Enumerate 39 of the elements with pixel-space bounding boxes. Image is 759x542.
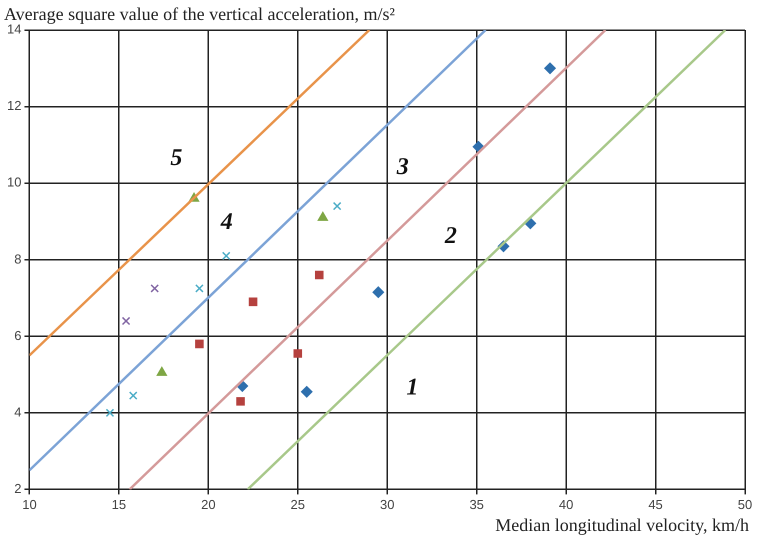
x-tick-label: 15 — [112, 496, 126, 512]
annotation: 5 — [170, 144, 182, 171]
point — [294, 349, 302, 358]
point — [195, 284, 204, 293]
annotation: 2 — [444, 222, 457, 249]
point — [318, 212, 328, 221]
x-tick-label: 50 — [738, 496, 752, 512]
point — [372, 286, 384, 298]
annotation: 3 — [396, 154, 409, 180]
point — [106, 408, 114, 418]
y-tick-label: 8 — [14, 251, 22, 266]
point — [195, 340, 204, 348]
y-tick-label: 6 — [14, 328, 22, 343]
x-tick-label: 30 — [380, 496, 394, 512]
point — [150, 284, 159, 293]
x-tick-label: 20 — [201, 496, 216, 512]
point — [300, 386, 312, 398]
x-tick-label: 40 — [558, 496, 574, 512]
annotation: 1 — [406, 374, 418, 401]
point — [222, 252, 231, 260]
point — [156, 366, 167, 376]
x-tick-label: 45 — [648, 496, 663, 512]
x-axis-title: Median longitudinal velocity, km/h — [495, 515, 749, 536]
point — [314, 270, 324, 280]
y-tick-label: 14 — [6, 22, 22, 37]
x-tick-label: 35 — [469, 496, 484, 512]
point — [122, 316, 130, 326]
point — [236, 397, 245, 406]
y-tick-label: 10 — [6, 174, 22, 190]
point — [248, 298, 258, 306]
point — [544, 62, 556, 74]
y-tick-label: 4 — [14, 404, 22, 420]
y-tick-label: 12 — [6, 98, 22, 114]
y-axis-title: Average square value of the vertical acceleration, m/s² — [4, 4, 395, 24]
x-tick-label: 25 — [290, 496, 306, 512]
point — [332, 202, 342, 210]
annotation: 4 — [220, 209, 233, 236]
y-tick-label: 2 — [14, 480, 22, 496]
point — [128, 391, 138, 400]
